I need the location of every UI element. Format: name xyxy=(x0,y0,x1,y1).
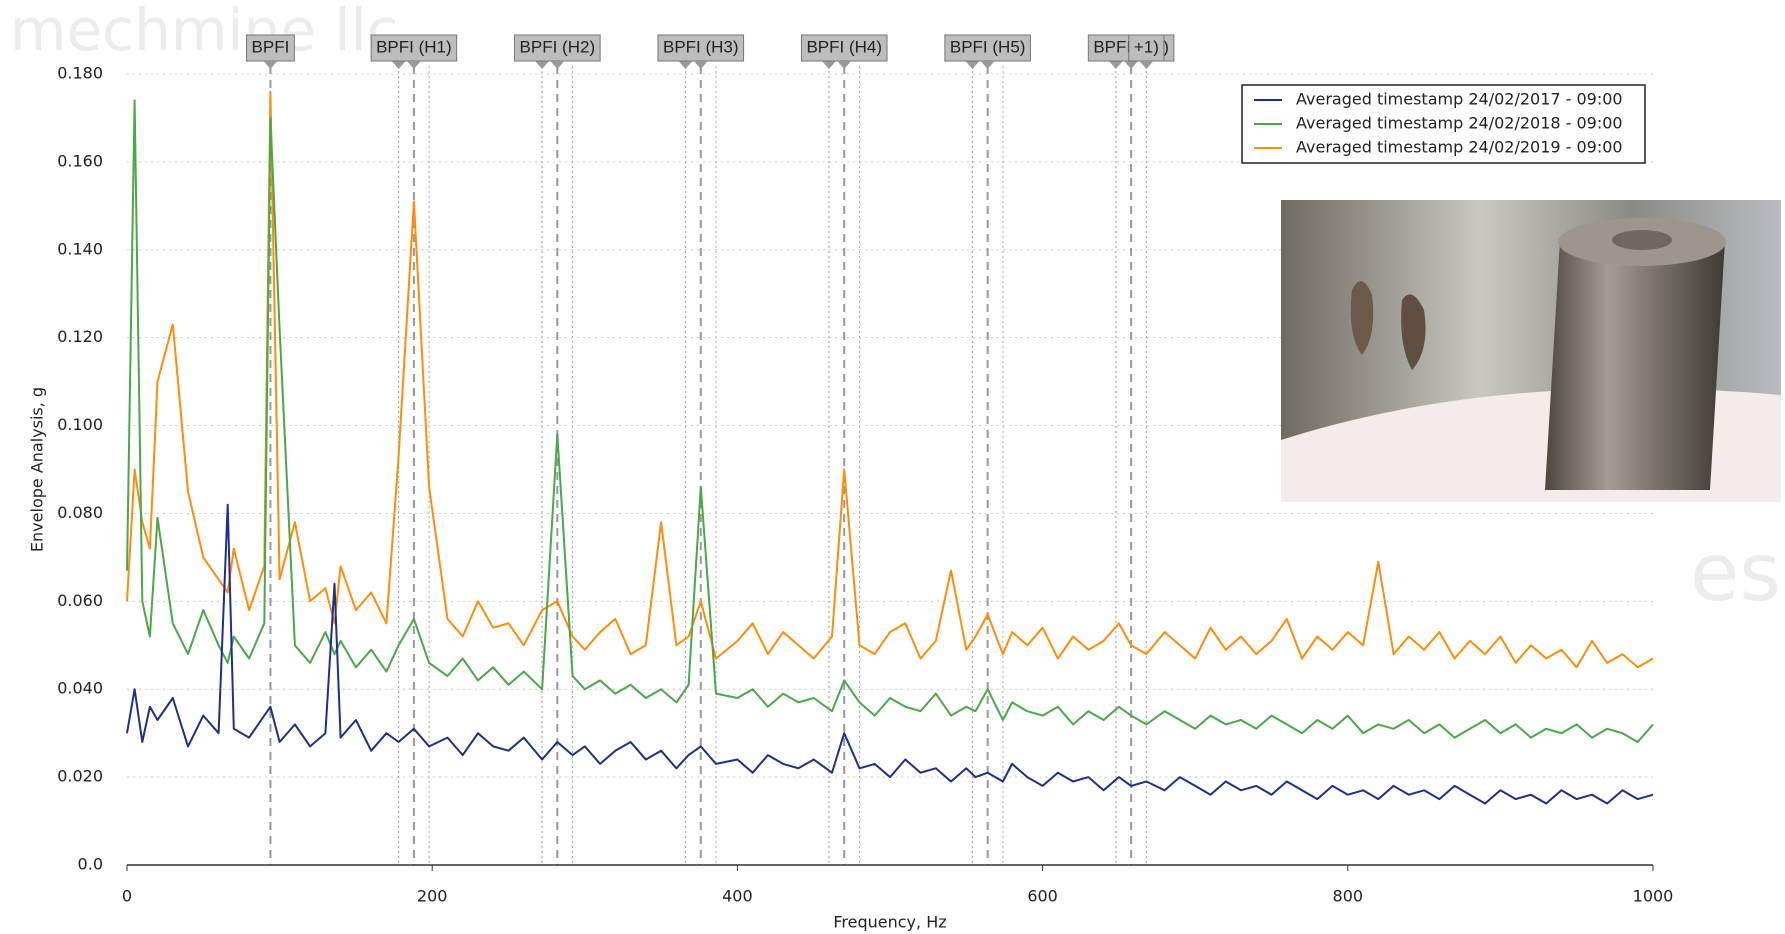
marker-text: BPFI xyxy=(252,37,290,56)
y-tick-label: 0.020 xyxy=(57,767,103,786)
marker-text: BPFI (H4) xyxy=(806,37,882,56)
legend-label: Averaged timestamp 24/02/2017 - 09:00 xyxy=(1296,90,1623,109)
watermark: es xyxy=(1690,526,1781,619)
marker-label: BPFI (H5) xyxy=(944,34,1031,69)
marker-box xyxy=(1128,34,1165,62)
marker-pointer xyxy=(693,61,708,69)
x-tick-label: 0 xyxy=(122,887,132,906)
y-tick-label: 0.120 xyxy=(57,327,103,346)
series-line xyxy=(126,90,1654,669)
photo xyxy=(1281,200,1781,502)
y-tick-label: 0.060 xyxy=(57,591,103,610)
marker-pointer xyxy=(1108,61,1123,69)
marker-text: BPFI (H3) xyxy=(663,37,739,56)
series-line xyxy=(126,503,1654,805)
marker-text: +1) xyxy=(1134,37,1159,56)
y-tick-label: 0.180 xyxy=(57,64,103,83)
marker-label: +1) xyxy=(1128,34,1165,69)
marker-pointer xyxy=(1124,61,1139,69)
marker-box xyxy=(944,34,1031,62)
legend-box xyxy=(1241,84,1646,164)
y-tick-label: 0.160 xyxy=(57,151,103,170)
legend-label: Averaged timestamp 24/02/2019 - 09:00 xyxy=(1296,138,1623,157)
legend-label: Averaged timestamp 24/02/2018 - 09:00 xyxy=(1296,114,1623,133)
marker-label: BPFI (H1) xyxy=(370,34,458,69)
y-tick-label: 0.140 xyxy=(57,239,103,258)
marker-pointer xyxy=(1139,61,1154,69)
marker-box xyxy=(800,34,888,62)
marker-label: BPFI (H3) xyxy=(657,34,745,69)
x-tick-label: 800 xyxy=(1333,887,1364,906)
marker-pointer xyxy=(837,61,852,69)
x-axis-label: Frequency, Hz xyxy=(833,913,946,932)
marker-pointer xyxy=(263,61,278,69)
marker-pointer xyxy=(678,61,693,69)
marker-text: BPFI (H2) xyxy=(520,37,596,56)
marker-text: BPFI (H1) xyxy=(376,37,452,56)
legend: Averaged timestamp 24/02/2017 - 09:00 Ave… xyxy=(1241,84,1646,164)
y-tick-label: 0.040 xyxy=(57,679,103,698)
marker-pointer xyxy=(550,61,565,69)
x-tick-label: 600 xyxy=(1027,887,1058,906)
marker-label: BPFI xyxy=(246,34,295,69)
y-axis-label: Envelope Analysis, g xyxy=(28,387,47,552)
marker-pointer xyxy=(980,61,995,69)
y-tick-label: 0.080 xyxy=(57,503,103,522)
marker-pointer xyxy=(965,61,980,69)
marker-box xyxy=(246,34,295,62)
marker-text: BPFI (H5) xyxy=(950,37,1026,56)
y-tick-label: 0.100 xyxy=(57,415,103,434)
marker-pointer xyxy=(391,61,406,69)
marker-label: BPFI (H2) xyxy=(514,34,601,69)
watermark: mechmine llc xyxy=(10,0,398,64)
marker-pointer xyxy=(535,61,550,69)
y-tick-label: 0.0 xyxy=(78,855,103,874)
marker-pointer xyxy=(406,61,421,69)
marker-pointer xyxy=(821,61,836,69)
x-tick-label: 200 xyxy=(417,887,448,906)
x-tick-label: 1000 xyxy=(1633,887,1674,906)
marker-label: BPFI (H4) xyxy=(800,34,888,69)
x-tick-label: 400 xyxy=(722,887,753,906)
